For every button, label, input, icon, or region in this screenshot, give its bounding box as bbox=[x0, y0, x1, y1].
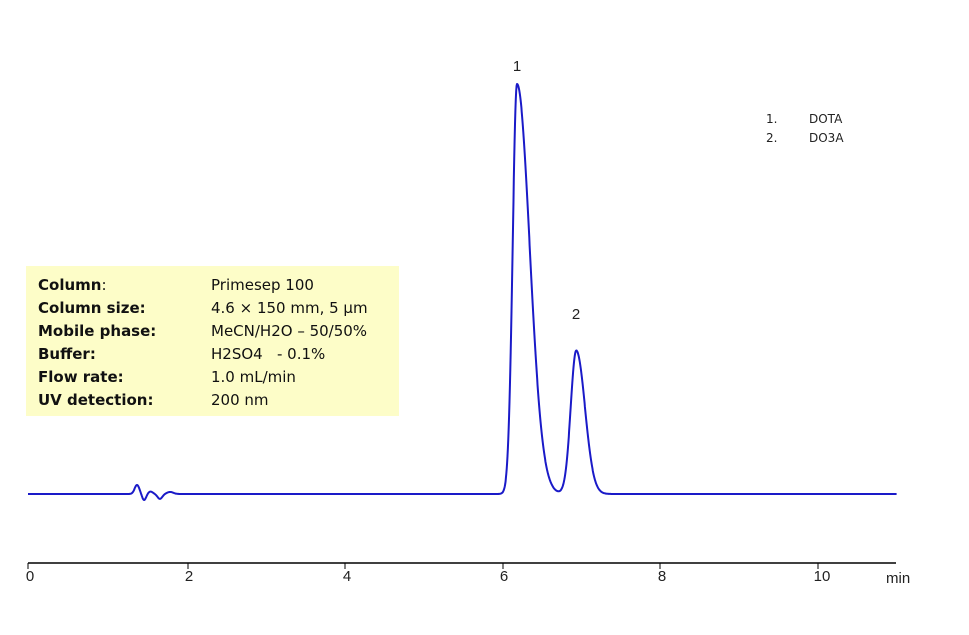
condition-key: Column: bbox=[38, 276, 107, 294]
condition-value: 200 nm bbox=[211, 391, 269, 409]
condition-row-column: Column: Primesep 100 bbox=[38, 274, 314, 297]
x-tick-label: 2 bbox=[184, 568, 194, 585]
chromatogram-trace bbox=[27, 83, 898, 501]
condition-key: Buffer: bbox=[38, 345, 96, 363]
x-tick-label: 0 bbox=[25, 568, 35, 585]
x-tick-label: 8 bbox=[657, 568, 667, 585]
condition-value: MeCN/H2O – 50/50% bbox=[211, 322, 368, 340]
legend-compound: DO3A bbox=[809, 131, 844, 145]
compound-legend: 1. DOTA 2. DO3A bbox=[766, 110, 844, 148]
peak-label-2: 2 bbox=[571, 306, 581, 323]
condition-key: UV detection: bbox=[38, 391, 154, 409]
x-axis-unit-label: min bbox=[886, 570, 911, 587]
x-tick-label: 4 bbox=[342, 568, 352, 585]
condition-row-buffer: Buffer: H2SO4 - 0.1% bbox=[38, 343, 325, 366]
legend-number: 2. bbox=[766, 131, 778, 145]
condition-value: Primesep 100 bbox=[211, 276, 314, 294]
x-tick-label: 6 bbox=[499, 568, 509, 585]
condition-row-flow-rate: Flow rate: 1.0 mL/min bbox=[38, 366, 296, 389]
condition-key: Flow rate: bbox=[38, 368, 124, 386]
condition-row-uv-detection: UV detection: 200 nm bbox=[38, 389, 269, 412]
x-tick-label: 10 bbox=[813, 568, 831, 585]
condition-key: Column size: bbox=[38, 299, 146, 317]
condition-row-column-size: Column size: 4.6 × 150 mm, 5 µm bbox=[38, 297, 368, 320]
legend-compound: DOTA bbox=[809, 112, 843, 126]
conditions-box: Column: Primesep 100 Column size: 4.6 × 15… bbox=[26, 266, 399, 416]
peak-label-1: 1 bbox=[512, 58, 522, 75]
condition-value: 4.6 × 150 mm, 5 µm bbox=[211, 299, 368, 317]
x-axis-ticks bbox=[27, 563, 819, 569]
legend-entry: 2. DO3A bbox=[766, 129, 844, 148]
condition-key: Mobile phase: bbox=[38, 322, 157, 340]
legend-entry: 1. DOTA bbox=[766, 110, 844, 129]
condition-value: H2SO4 - 0.1% bbox=[211, 345, 326, 363]
legend-number: 1. bbox=[766, 112, 778, 126]
condition-row-mobile-phase: Mobile phase: MeCN/H2O – 50/50% bbox=[38, 320, 367, 343]
condition-value: 1.0 mL/min bbox=[211, 368, 296, 386]
